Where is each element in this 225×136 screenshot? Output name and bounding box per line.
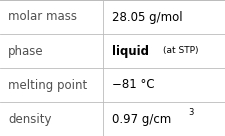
Text: molar mass: molar mass — [8, 10, 77, 24]
Text: −81 °C: −81 °C — [111, 78, 154, 92]
Text: melting point: melting point — [8, 78, 87, 92]
Text: phase: phase — [8, 44, 43, 58]
Text: (at STP): (at STP) — [162, 47, 198, 55]
Text: 0.97 g/cm: 0.97 g/cm — [111, 112, 170, 126]
Text: 28.05 g/mol: 28.05 g/mol — [111, 10, 182, 24]
Text: liquid: liquid — [111, 44, 148, 58]
Text: density: density — [8, 112, 51, 126]
Text: 3: 3 — [187, 108, 193, 117]
